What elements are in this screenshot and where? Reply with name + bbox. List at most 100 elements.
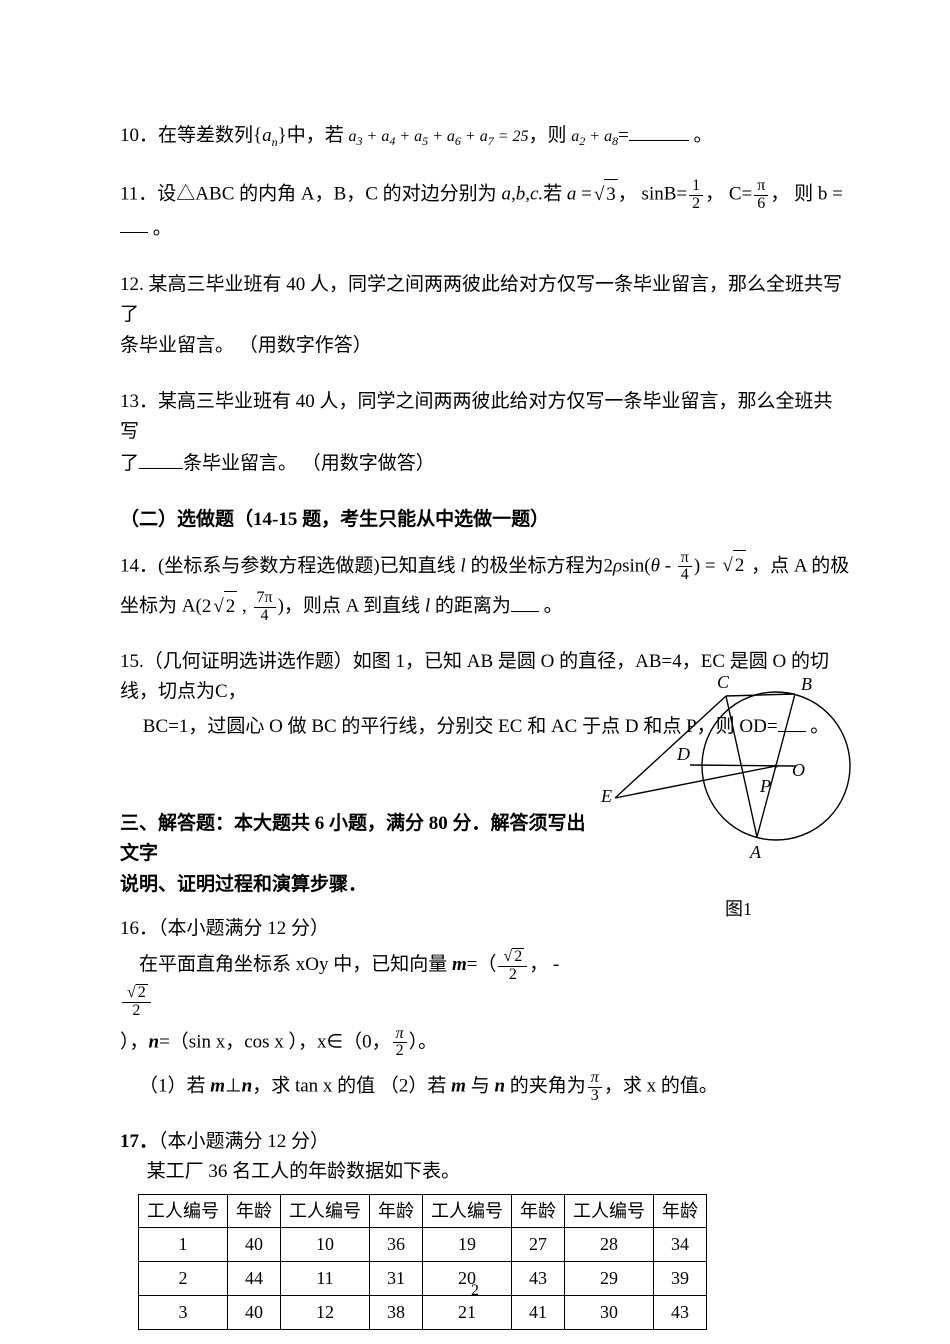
p14-theta: θ [651, 555, 660, 576]
p14-rho: ρ [613, 555, 622, 576]
p16-num: 16． [120, 918, 158, 939]
p11-tail: 。 [148, 217, 172, 238]
col-header: 年龄 [228, 1194, 281, 1228]
worker-age-table: 工人编号 年龄 工人编号 年龄 工人编号 年龄 工人编号 年龄 14010361… [138, 1194, 707, 1330]
p17-l1: 某工厂 36 名工人的年龄数据如下表。 [147, 1161, 461, 1182]
sqrt-2b: 2 [211, 591, 237, 622]
p10-eq: = [618, 125, 629, 146]
p11-text-e: ， 则 b = [770, 184, 842, 205]
frac-pi4: π4 [678, 550, 692, 585]
p14-text-a: (坐标系与参数方程选做题)已知直线 [158, 555, 460, 576]
p14-two: 2 [603, 555, 613, 576]
vec-m2: m [210, 1076, 225, 1097]
frac-pi2: π2 [393, 1026, 407, 1061]
label-C: C [717, 672, 730, 692]
table-cell: 10 [281, 1228, 370, 1262]
vec-n3: n [494, 1076, 505, 1097]
p16-l1a: 在平面直角坐标系 xOy 中，已知向量 [139, 955, 452, 976]
blank [629, 120, 689, 141]
p10-sum: a3 + a4 + a5 + a6 + a7 = 25 [349, 128, 529, 145]
col-header: 年龄 [654, 1194, 707, 1228]
perp: ⊥ [225, 1076, 242, 1097]
p13-text-b: 了 [120, 453, 139, 474]
problem-10: 10．在等差数列{an}中，若 a3 + a4 + a5 + a6 + a7 =… [120, 120, 850, 152]
section-2-header: （二）选做题（14-15 题，考生只能从中选做一题） [120, 505, 850, 535]
p14-text-e: )，则点 A 到直线 [278, 596, 425, 617]
p16-l2b: ）。 [409, 1031, 438, 1052]
p14-coord1: 22 [202, 596, 237, 617]
problem-12: 12. 某高三毕业班有 40 人，同学之间两两彼此给对方仅写一条毕业留言，那么全… [120, 270, 850, 361]
vec-n: n [149, 1031, 160, 1052]
sqrt-2: 2 [720, 550, 746, 581]
frac-r2a: 22 [498, 948, 527, 984]
label-P: P [759, 776, 771, 796]
p11-text-b: 若 [543, 184, 567, 205]
p10-text-b: }中，若 [278, 125, 344, 146]
blank [511, 591, 539, 612]
blank [120, 213, 148, 234]
problem-16: 16．（本小题满分 12 分） 在平面直角坐标系 xOy 中，已知向量 m=（2… [120, 914, 850, 1105]
col-header: 工人编号 [281, 1194, 370, 1228]
p16-sub: （本小题满分 12 分） [158, 918, 329, 939]
p14-text-b: 的极坐标方程为 [466, 555, 604, 576]
p11-text-d: ， C= [705, 184, 752, 205]
label-O: O [792, 760, 805, 780]
p10-num: 10． [120, 125, 158, 146]
problem-13: 13．某高三毕业班有 40 人，同学之间两两彼此给对方仅写一条毕业留言，那么全班… [120, 387, 850, 479]
p16-q1: （1）若 [139, 1076, 210, 1097]
col-header: 工人编号 [139, 1194, 228, 1228]
p14-eq: = [700, 555, 720, 576]
table-cell: 19 [423, 1228, 512, 1262]
p14-sin: sin( [622, 555, 651, 576]
problem-14: 14．(坐标系与参数方程选做题)已知直线 l 的极坐标方程为2ρsin(θ - … [120, 550, 850, 625]
col-header: 工人编号 [423, 1194, 512, 1228]
figure-caption: 图1 [725, 895, 752, 924]
section-3-header: 三、解答题：本大题共 6 小题，满分 80 分．解答须写出文字 说明、证明过程和… [120, 809, 590, 900]
col-header: 年龄 [370, 1194, 423, 1228]
frac-pi3: π3 [588, 1070, 602, 1105]
table-cell: 34 [654, 1228, 707, 1262]
p14-text-d: 坐标为 A( [120, 596, 202, 617]
table-row: 140103619272834 [139, 1228, 707, 1262]
frac-7pi4: 7π4 [254, 590, 276, 625]
p14-tail: 。 [539, 596, 563, 617]
label-D: D [676, 744, 690, 764]
frac-pi6: π6 [754, 178, 768, 213]
p11-a: a [567, 184, 577, 205]
frac-r2b: 22 [122, 984, 151, 1020]
geometry-diagram: A B C D E O P [595, 660, 865, 880]
p10-text-a: 在等差数列{ [158, 125, 262, 146]
vec-n2: n [242, 1076, 253, 1097]
p11-num: 11． [120, 184, 157, 205]
p17-num: 17． [120, 1131, 158, 1152]
p16-angle: 的夹角为 [505, 1076, 586, 1097]
p14-text-f: 的距离为 [430, 596, 511, 617]
sqrt-3: 3 [592, 179, 618, 210]
label-A: A [749, 842, 762, 862]
p16-comma: ， - [529, 955, 559, 976]
vec-m: m [452, 955, 467, 976]
p12-text-a: 某高三毕业班有 40 人，同学之间两两彼此给对方仅写一条毕业留言，那么全班共写了 [120, 274, 842, 325]
p14-minus: - [660, 555, 676, 576]
p13-num: 13． [120, 391, 158, 412]
p11-text-c: ， sinB= [618, 184, 687, 205]
p16-q2b: ，求 x 的值。 [604, 1076, 718, 1097]
p11-abc: a,b,c. [501, 184, 543, 205]
p12-text-b: 条毕业留言。 （用数字作答） [120, 335, 372, 356]
p10-tail: 。 [689, 125, 713, 146]
col-header: 工人编号 [565, 1194, 654, 1228]
label-B: B [801, 674, 812, 694]
table-cell: 1 [139, 1228, 228, 1262]
p16-eq1: =（ [467, 955, 497, 976]
page-number: 2 [0, 1278, 950, 1304]
vec-m3: m [451, 1076, 466, 1097]
table-cell: 36 [370, 1228, 423, 1262]
label-E: E [600, 786, 612, 806]
figure-1: A B C D E O P 图1 [595, 660, 865, 900]
table-cell: 27 [512, 1228, 565, 1262]
p10-ans-lhs: a2 + a8 [571, 128, 618, 145]
p11-eq1: = [576, 184, 591, 205]
p15-num: 15. [120, 651, 144, 672]
p16-q1b: ，求 tan x 的值 （2）若 [252, 1076, 451, 1097]
table-cell: 40 [228, 1228, 281, 1262]
